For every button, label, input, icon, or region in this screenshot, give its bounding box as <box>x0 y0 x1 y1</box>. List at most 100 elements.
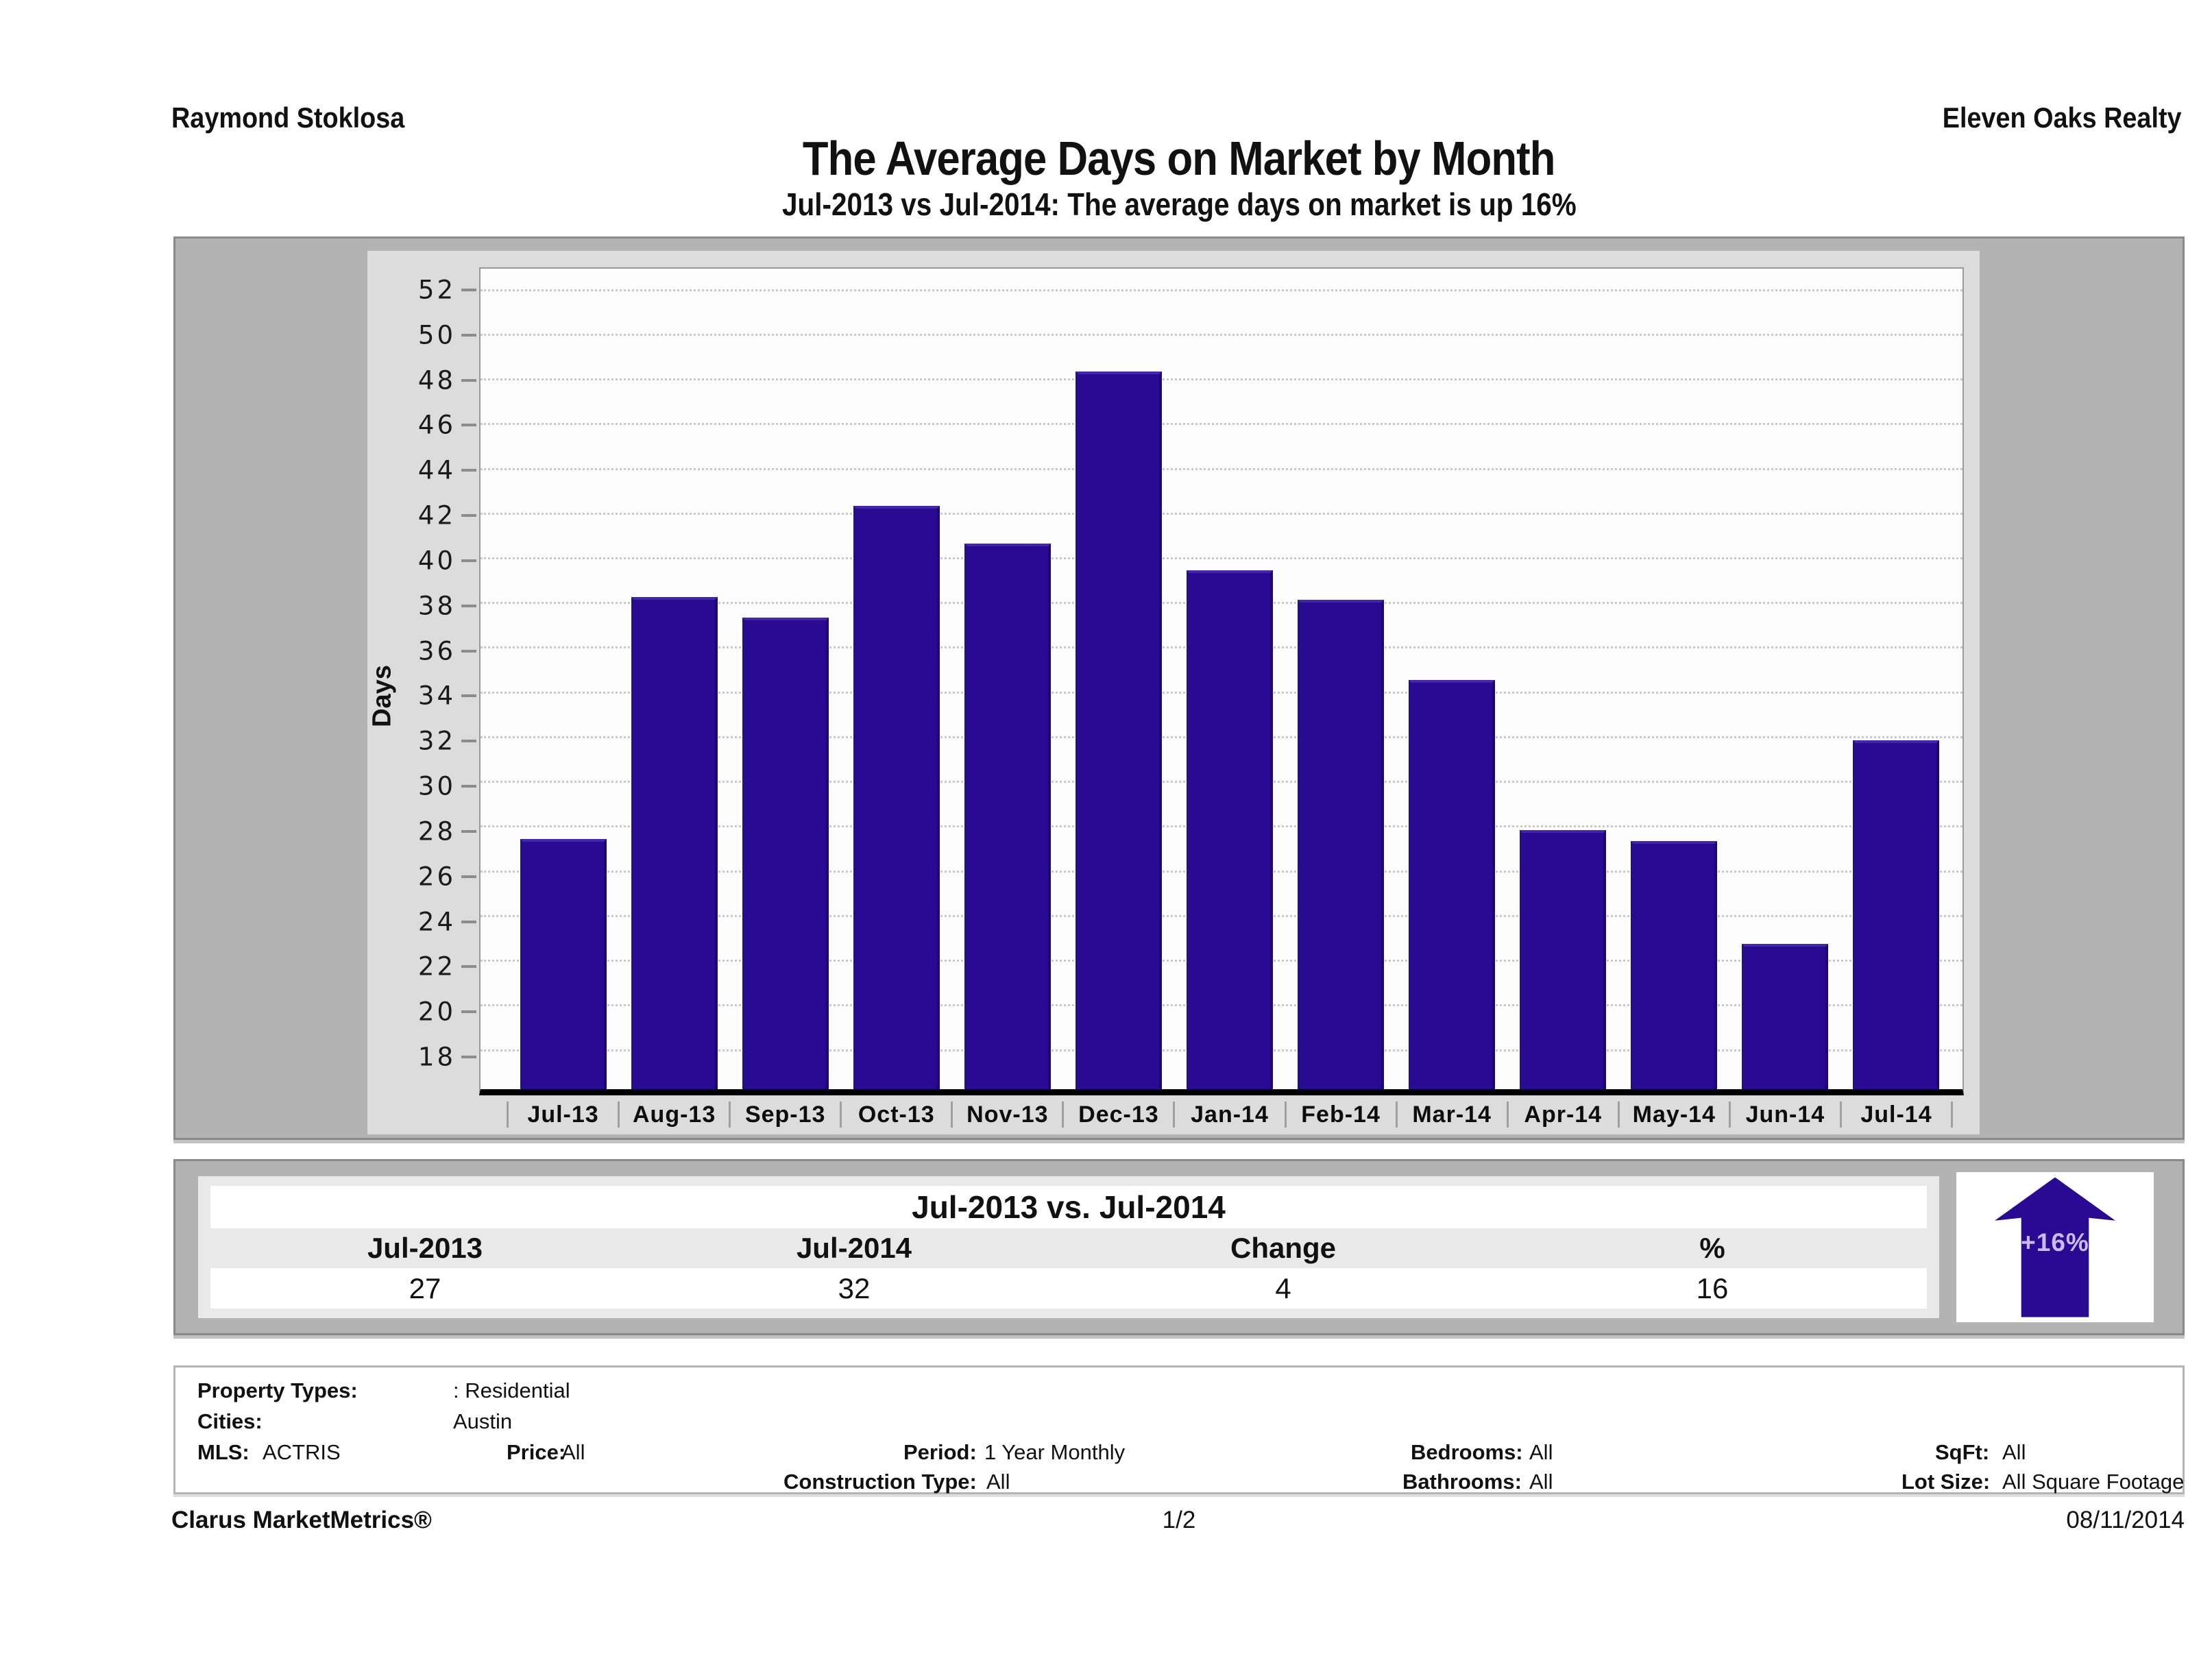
comparison-table: Jul-2013 vs. Jul-2014 Jul-2013 Jul-2014 … <box>198 1176 1939 1318</box>
x-tick-label: Jul-14 <box>1860 1101 1932 1128</box>
bar-slot <box>1174 269 1285 1089</box>
x-tick-label: Sep-13 <box>744 1101 826 1128</box>
bar-dec-13 <box>1075 372 1163 1089</box>
plot-area <box>479 267 1964 1095</box>
report-header: The Average Days on Market by Month Jul-… <box>173 134 2185 223</box>
detail-value: All <box>1529 1470 1553 1494</box>
bar-slot <box>952 269 1063 1089</box>
y-tick-mark <box>461 604 476 607</box>
detail-value: Austin <box>453 1409 513 1433</box>
x-tick-label: Oct-13 <box>858 1101 935 1128</box>
y-tick-label: 46 <box>417 410 456 440</box>
y-tick-label: 30 <box>417 771 456 801</box>
bar-slot <box>1840 269 1952 1089</box>
y-tick-mark <box>461 740 476 743</box>
detail-value: All Square Footage <box>2002 1470 2185 1494</box>
table-cell: 16 <box>1696 1272 1729 1304</box>
x-tick-separator <box>1395 1102 1398 1128</box>
y-tick-mark <box>461 559 476 562</box>
detail-label: Property Types: <box>197 1378 358 1402</box>
table-cell: 27 <box>409 1272 441 1304</box>
y-tick-mark <box>461 378 476 382</box>
gridline <box>481 333 1962 336</box>
detail-value: ACTRIS <box>263 1440 341 1464</box>
detail-value: : Residential <box>453 1378 570 1402</box>
y-tick-label: 26 <box>417 862 456 892</box>
footer-date: 08/11/2014 <box>2066 1507 2185 1533</box>
y-tick-mark <box>461 288 476 291</box>
y-tick-mark <box>461 1056 476 1059</box>
y-tick-label: 52 <box>417 275 456 305</box>
detail-label: MLS: <box>197 1440 250 1464</box>
y-tick-mark <box>461 424 476 427</box>
x-tick-label: Jul-13 <box>527 1101 599 1128</box>
bar-slot <box>841 269 952 1089</box>
bar-feb-14 <box>1297 599 1385 1089</box>
y-axis: Days 18 20 22 24 26 28 30 32 34 36 38 40 42 44 46 48 50 5… <box>367 267 479 1095</box>
company-name: Eleven Oaks Realty <box>1943 101 2182 134</box>
x-tick-label: Feb-14 <box>1301 1101 1381 1128</box>
x-tick-separator <box>1284 1102 1287 1128</box>
x-tick-label: Mar-14 <box>1412 1101 1492 1128</box>
comparison-header-row: Jul-2013 Jul-2014 Change % <box>210 1228 1927 1269</box>
bar-aug-13 <box>631 597 718 1089</box>
gridline <box>481 378 1962 381</box>
bar-mar-14 <box>1408 680 1496 1089</box>
y-tick-mark <box>461 333 476 337</box>
y-tick-mark <box>461 649 476 653</box>
chart-box: Days 18 20 22 24 26 28 30 32 34 36 38 40 42 44 46 48 50 5… <box>367 251 1980 1134</box>
y-tick-label: 40 <box>417 546 456 576</box>
bar-slot <box>1396 269 1507 1089</box>
comparison-value-row: 27 32 4 16 <box>210 1268 1927 1309</box>
bar-slot <box>508 269 619 1089</box>
footer-page-number: 1/2 <box>1162 1507 1196 1533</box>
y-tick-label: 20 <box>417 997 456 1027</box>
detail-value: All <box>561 1440 585 1464</box>
detail-label: Construction Type: <box>783 1470 977 1494</box>
y-tick-mark <box>461 920 476 923</box>
y-tick-label: 48 <box>417 365 456 396</box>
y-tick-label: 28 <box>417 816 456 847</box>
x-tick-separator <box>1951 1102 1954 1128</box>
comparison-title-row: Jul-2013 vs. Jul-2014 <box>210 1186 1927 1228</box>
up-arrow-icon: +16% <box>1995 1177 2115 1317</box>
y-tick-label: 22 <box>417 951 456 982</box>
table-cell: 32 <box>838 1272 871 1304</box>
x-tick-separator <box>507 1102 509 1128</box>
x-tick-label: Jun-14 <box>1745 1101 1825 1128</box>
bar-slot <box>1063 269 1174 1089</box>
detail-label: Period: <box>903 1440 977 1464</box>
y-tick-label: 44 <box>417 455 456 485</box>
detail-label: Lot Size: <box>1901 1470 1991 1494</box>
y-tick-label: 34 <box>417 681 456 711</box>
x-tick-separator <box>1728 1102 1731 1128</box>
bar-sep-13 <box>742 617 829 1089</box>
x-tick-separator <box>1617 1102 1620 1128</box>
chart-panel: Days 18 20 22 24 26 28 30 32 34 36 38 40 42 44 46 48 50 5… <box>173 236 2185 1140</box>
x-tick-separator <box>1173 1102 1176 1128</box>
x-tick-separator <box>951 1102 953 1128</box>
bar-slot <box>1729 269 1840 1089</box>
page-subtitle: Jul-2013 vs Jul-2014: The average days o… <box>781 186 1577 222</box>
gridline <box>481 557 1962 560</box>
table-cell: 4 <box>1275 1272 1291 1304</box>
months-row: Jul-13 Aug-13 Sep-13 Oct-13 Nov-13 Dec-13 Jan-… <box>479 1099 1964 1130</box>
x-tick-separator <box>729 1102 731 1128</box>
x-tick-label: Jan-14 <box>1191 1101 1269 1128</box>
footer-brand: Clarus MarketMetrics® <box>171 1507 432 1533</box>
detail-label: Cities: <box>197 1409 263 1433</box>
detail-label: Price: <box>507 1440 566 1464</box>
x-tick-separator <box>618 1102 620 1128</box>
detail-value: All <box>986 1470 1010 1494</box>
x-tick-label: Apr-14 <box>1524 1101 1603 1128</box>
bar-apr-14 <box>1519 829 1607 1089</box>
bar-nov-13 <box>964 544 1052 1089</box>
bar-slot <box>619 269 730 1089</box>
column-header: Jul-2013 <box>367 1231 483 1264</box>
y-tick-label: 32 <box>417 726 456 756</box>
detail-value: All <box>2002 1440 2026 1464</box>
y-tick-label: 18 <box>417 1042 456 1072</box>
comparison-title: Jul-2013 vs. Jul-2014 <box>912 1189 1226 1225</box>
detail-label: SqFt: <box>1935 1440 1990 1464</box>
y-tick-label: 24 <box>417 907 456 937</box>
